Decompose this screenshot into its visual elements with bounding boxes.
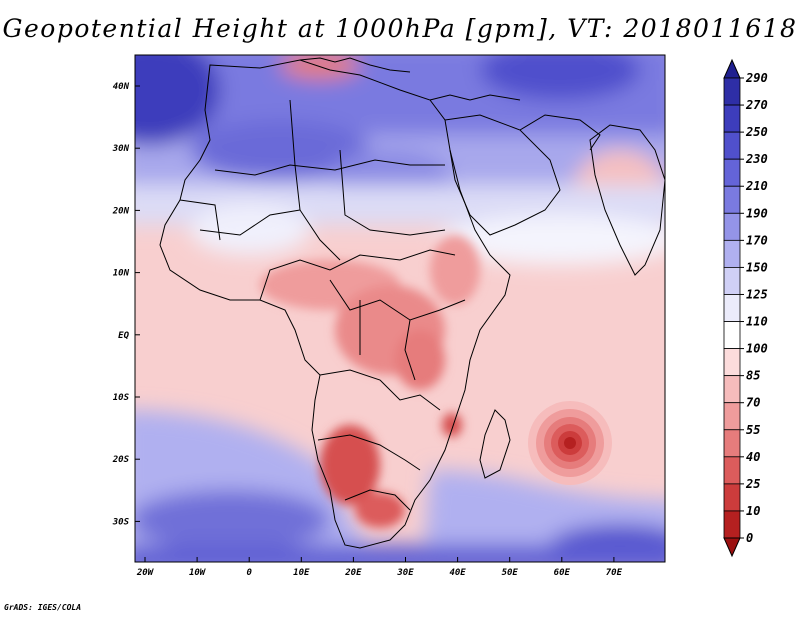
y-tick-label: 10S (113, 393, 130, 403)
x-axis: 20W 10W 0 10E 20E 30E 40E 50E 60E 70E (136, 557, 623, 578)
colorbar-label: 10 (746, 504, 760, 518)
colorbar-swatch (723, 158, 741, 187)
x-tick-label: 20W (136, 568, 155, 578)
colorbar-swatch (723, 321, 741, 349)
colorbar: 2902702502302101901701501251101008570554… (723, 58, 768, 558)
y-axis: 40N 30N 20N 10N EQ 10S 20S 30S (112, 82, 140, 527)
height-field (135, 55, 665, 562)
colorbar-label: 270 (745, 98, 768, 112)
colorbar-swatch (723, 375, 741, 404)
colorbar-label: 290 (745, 71, 768, 85)
colorbar-label: 230 (745, 152, 768, 166)
colorbar-swatch (723, 104, 741, 133)
colorbar-swatch (723, 483, 741, 512)
colorbar-label: 40 (746, 450, 760, 464)
colorbar-label: 0 (746, 531, 753, 545)
y-tick-label: 30N (112, 144, 130, 154)
colorbar-label: 250 (745, 125, 768, 139)
y-tick-label: 20S (112, 455, 130, 465)
x-tick-label: 40E (449, 568, 466, 578)
x-tick-label: 10W (189, 568, 207, 578)
x-tick-label: 70E (606, 568, 623, 578)
x-tick-label: 60E (554, 568, 571, 578)
colorbar-swatch (723, 212, 741, 241)
colorbar-swatch (723, 267, 741, 295)
colorbar-label: 70 (746, 396, 760, 410)
colorbar-swatch (723, 185, 741, 214)
colorbar-swatch (723, 510, 741, 539)
x-tick-label: 50E (502, 568, 519, 578)
colorbar-swatch (723, 77, 741, 106)
colorbar-label: 100 (746, 342, 768, 356)
x-tick-label: 20E (344, 568, 362, 578)
colorbar-swatch (723, 294, 741, 322)
colorbar-label: 150 (746, 260, 768, 274)
colorbar-swatch (723, 429, 741, 458)
coastlines (159, 57, 665, 549)
colorbar-bottom-arrow (723, 537, 741, 558)
colorbar-swatch (723, 456, 741, 485)
map-frame (134, 54, 666, 563)
x-tick-label: 30E (396, 568, 414, 578)
y-tick-label: 10N (113, 269, 130, 279)
colorbar-label: 190 (746, 206, 768, 220)
colorbar-swatch (723, 402, 741, 431)
colorbar-label: 210 (745, 179, 768, 193)
colorbar-label: 85 (746, 369, 760, 383)
colorbar-swatch (723, 131, 741, 160)
colorbar-label: 25 (745, 477, 760, 491)
map-title: Geopotential Height at 1000hPa [gpm], VT… (2, 14, 798, 43)
colorbar-swatch (723, 348, 741, 377)
colorbar-label: 110 (746, 315, 768, 329)
y-tick-label: 20N (112, 206, 130, 216)
y-tick-label: 30S (112, 517, 130, 527)
low-center (528, 401, 612, 485)
colorbar-label: 170 (746, 233, 768, 247)
x-tick-label: 0 (246, 568, 252, 578)
x-tick-label: 10E (293, 568, 310, 578)
y-tick-label: EQ (118, 331, 129, 341)
y-tick-label: 40N (113, 82, 130, 92)
colorbar-label: 55 (746, 423, 760, 437)
colorbar-swatch (723, 239, 741, 268)
colorbar-label: 125 (746, 287, 768, 301)
colorbar-top-arrow (723, 58, 741, 79)
grads-credit: GrADS: IGES/COLA (4, 603, 82, 612)
